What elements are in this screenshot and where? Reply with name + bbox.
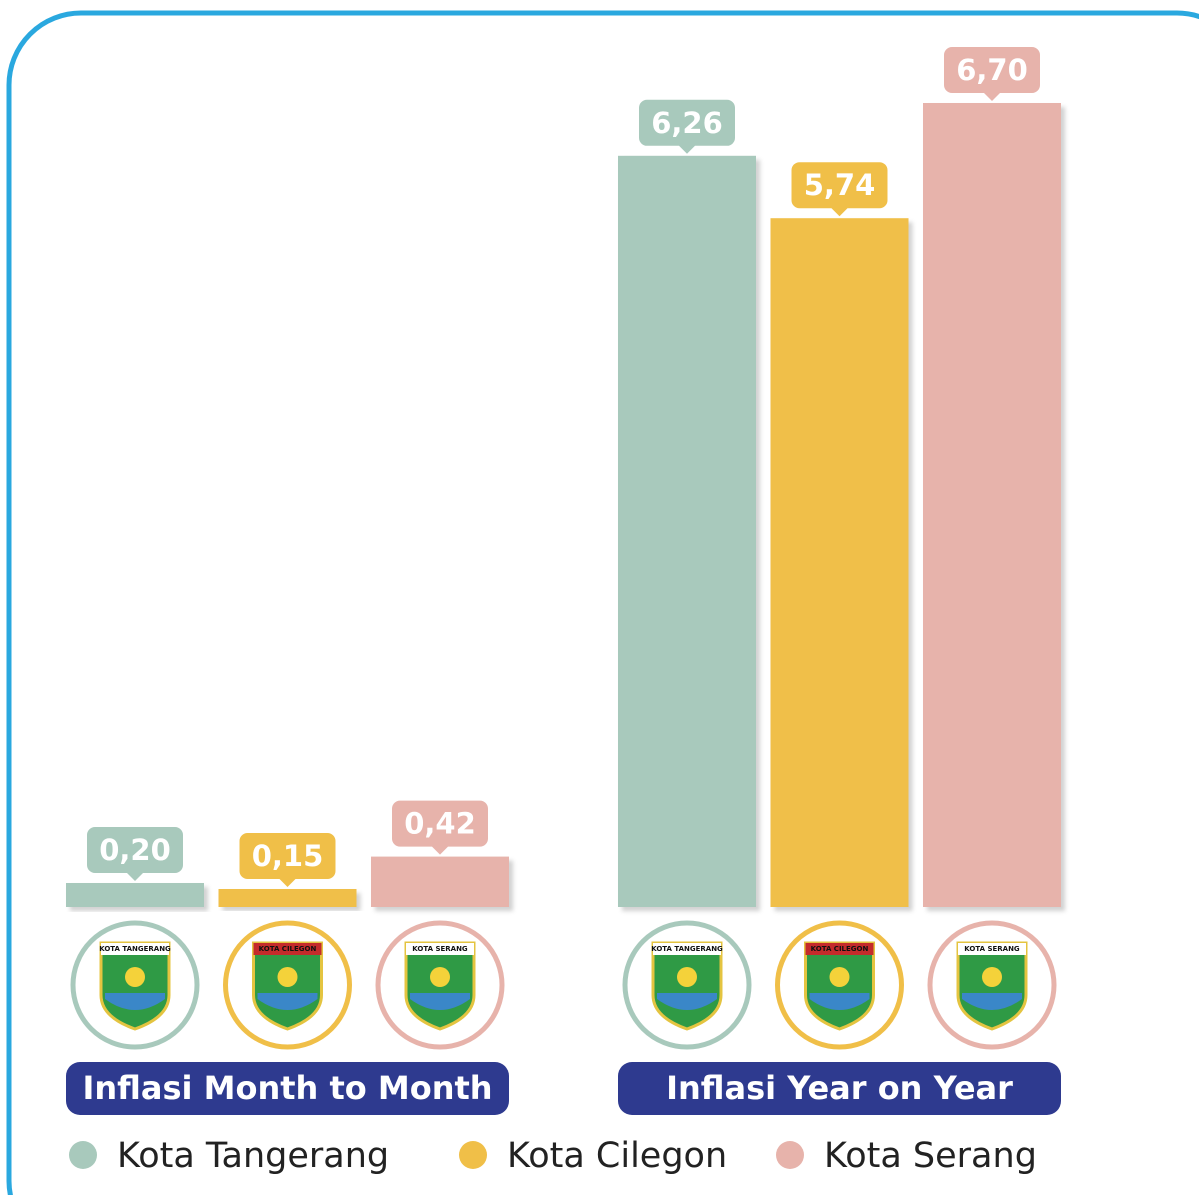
value-label-bg bbox=[791, 162, 888, 217]
logo-band bbox=[653, 943, 721, 955]
logo-text: Kota Tangerang bbox=[99, 945, 171, 953]
logo-text: Kota Serang bbox=[412, 945, 468, 953]
logo-band bbox=[406, 943, 474, 955]
legend-swatch bbox=[459, 1141, 487, 1169]
legend-swatch bbox=[776, 1141, 804, 1169]
logo-waves bbox=[962, 993, 1022, 1010]
category-label-bg bbox=[618, 1062, 1061, 1115]
value-label: 0,20 bbox=[99, 833, 171, 867]
bar bbox=[66, 883, 204, 907]
logo-waves bbox=[105, 993, 165, 1010]
logo-text: Kota Serang bbox=[964, 945, 1020, 953]
legend-label: Kota Cilegon bbox=[507, 1136, 727, 1176]
bar bbox=[770, 218, 909, 907]
value-label-bg bbox=[239, 833, 336, 887]
value-label: 0,15 bbox=[252, 839, 324, 873]
legend-label: Kota Tangerang bbox=[117, 1136, 389, 1176]
logo-band bbox=[101, 943, 169, 955]
logo-sun bbox=[677, 967, 697, 987]
logo-band bbox=[958, 943, 1026, 955]
logo-text: Kota Cilegon bbox=[259, 945, 317, 953]
value-label: 6,26 bbox=[651, 106, 723, 140]
logo-sun bbox=[430, 967, 450, 987]
logo-band bbox=[805, 943, 874, 955]
logo-waves bbox=[257, 993, 318, 1010]
logo-sun bbox=[829, 967, 850, 987]
value-label-bg bbox=[87, 827, 183, 881]
logo-waves bbox=[410, 993, 470, 1010]
category-label: Inflasi Year on Year bbox=[666, 1069, 1013, 1107]
bar bbox=[618, 155, 756, 908]
bar bbox=[371, 856, 509, 907]
logo-band bbox=[253, 943, 322, 955]
category-label: Inflasi Month to Month bbox=[82, 1069, 492, 1107]
logo-waves bbox=[657, 993, 717, 1010]
bar bbox=[218, 889, 357, 907]
logo-sun bbox=[982, 967, 1002, 987]
value-label-bg bbox=[944, 47, 1040, 101]
logo-sun bbox=[125, 967, 145, 987]
bar bbox=[923, 103, 1061, 907]
logo-text: Kota Cilegon bbox=[811, 945, 869, 953]
legend-swatch bbox=[69, 1141, 97, 1169]
logo-waves bbox=[809, 993, 870, 1010]
logo-text: Kota Tangerang bbox=[651, 945, 723, 953]
value-label-bg bbox=[639, 99, 735, 154]
value-label-bg bbox=[392, 800, 488, 855]
value-label: 6,70 bbox=[956, 53, 1028, 87]
legend-label: Kota Serang bbox=[824, 1136, 1037, 1176]
value-label: 5,74 bbox=[804, 168, 876, 202]
value-label: 0,42 bbox=[404, 807, 476, 841]
logo-sun bbox=[277, 967, 298, 987]
category-label-bg bbox=[66, 1062, 509, 1115]
